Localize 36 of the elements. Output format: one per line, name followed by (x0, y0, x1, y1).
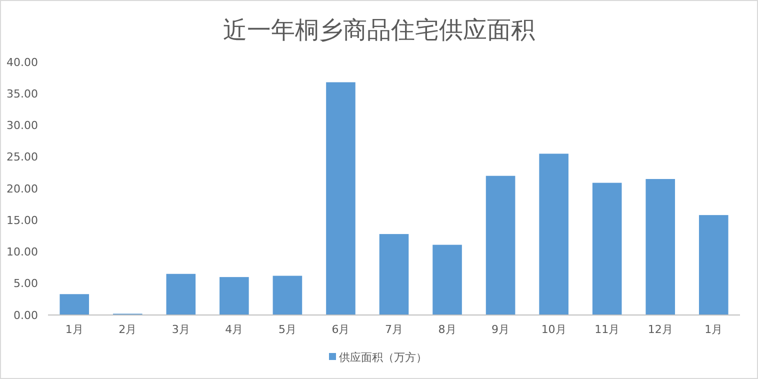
y-tick-label: 35.00 (6, 87, 38, 100)
legend-label: 供应面积（万方） (339, 350, 427, 364)
x-tick-label: 11月 (594, 323, 620, 336)
y-tick-label: 20.00 (6, 182, 38, 196)
x-tick-label: 10月 (541, 323, 566, 336)
x-tick-label: 9月 (492, 323, 510, 336)
x-tick-label: 4月 (225, 323, 244, 336)
x-tick-label: 1月 (65, 323, 84, 336)
y-tick-label: 25.00 (6, 150, 38, 164)
bar (486, 176, 516, 315)
bar (432, 244, 462, 315)
y-tick-label: 10.00 (6, 246, 38, 259)
y-tick-label: 15.00 (6, 214, 38, 227)
x-tick-label: 6月 (332, 323, 350, 336)
bar (592, 182, 622, 315)
bar (220, 277, 249, 315)
bar (539, 154, 568, 315)
y-tick-label: 30.00 (6, 119, 38, 132)
y-tick-label: 40.00 (6, 56, 38, 69)
bar (646, 179, 676, 315)
bar (379, 234, 409, 315)
x-tick-label: 8月 (438, 323, 456, 336)
y-tick-label: 5.00 (14, 277, 38, 290)
x-tick-label: 5月 (278, 323, 296, 336)
x-tick-label: 7月 (385, 323, 403, 336)
bar (60, 294, 90, 315)
x-tick-label: 2月 (118, 323, 137, 336)
x-tick-label: 1月 (704, 323, 723, 336)
chart-title: 近一年桐乡商品住宅供应面积 (223, 16, 535, 44)
bar (698, 215, 728, 315)
y-tick-label: 0.00 (14, 308, 38, 322)
bar (166, 274, 196, 315)
x-tick-label: 12月 (648, 323, 673, 336)
x-tick-label: 3月 (172, 323, 190, 336)
bar (326, 82, 356, 315)
bar (272, 276, 302, 315)
